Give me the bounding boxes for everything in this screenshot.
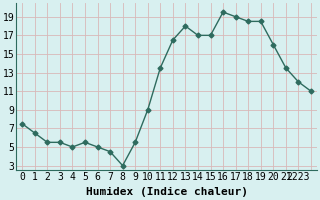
X-axis label: Humidex (Indice chaleur): Humidex (Indice chaleur) xyxy=(85,187,248,197)
